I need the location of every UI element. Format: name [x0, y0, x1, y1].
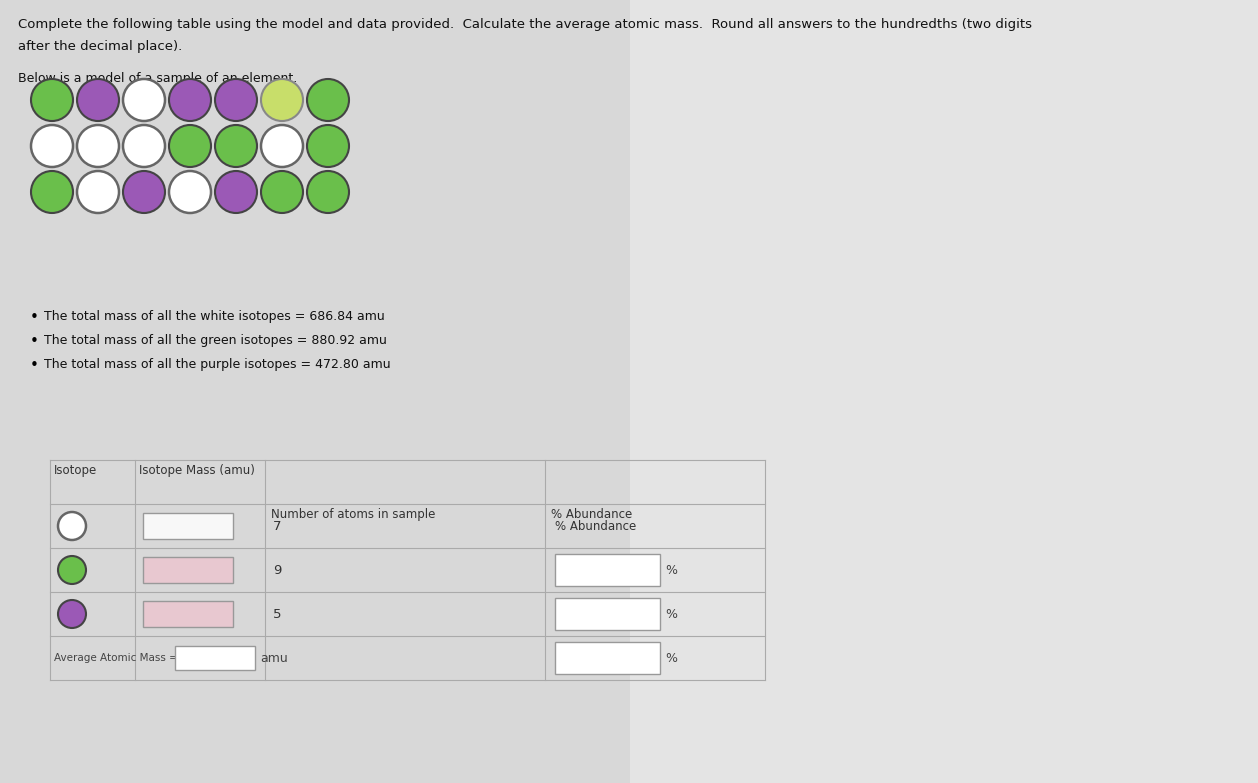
- Text: %: %: [665, 564, 677, 576]
- Circle shape: [77, 125, 120, 167]
- Circle shape: [169, 125, 211, 167]
- Text: after the decimal place).: after the decimal place).: [18, 40, 182, 53]
- Text: %: %: [665, 608, 677, 620]
- Circle shape: [31, 79, 73, 121]
- Text: •: •: [30, 334, 39, 349]
- Circle shape: [215, 171, 257, 213]
- Circle shape: [58, 556, 86, 584]
- Text: Below is a model of a sample of an element.: Below is a model of a sample of an eleme…: [18, 72, 297, 85]
- Circle shape: [260, 171, 303, 213]
- Circle shape: [307, 79, 348, 121]
- Bar: [555, 598, 660, 630]
- Circle shape: [215, 79, 257, 121]
- Circle shape: [307, 125, 348, 167]
- Text: Average Atomic Mass =: Average Atomic Mass =: [54, 653, 177, 663]
- Text: The total mass of all the purple isotopes = 472.80 amu: The total mass of all the purple isotope…: [44, 358, 391, 371]
- Bar: [143, 513, 233, 539]
- Circle shape: [31, 125, 73, 167]
- Text: •: •: [30, 358, 39, 373]
- Circle shape: [123, 125, 165, 167]
- Circle shape: [123, 171, 165, 213]
- Circle shape: [169, 79, 211, 121]
- Text: 9: 9: [273, 564, 282, 576]
- Bar: [555, 554, 660, 586]
- Circle shape: [260, 79, 303, 121]
- Circle shape: [123, 79, 165, 121]
- Circle shape: [31, 171, 73, 213]
- Text: Complete the following table using the model and data provided.  Calculate the a: Complete the following table using the m…: [18, 18, 1032, 31]
- Bar: [555, 642, 660, 674]
- Circle shape: [215, 125, 257, 167]
- Circle shape: [58, 512, 86, 540]
- Bar: [143, 601, 233, 627]
- Circle shape: [307, 171, 348, 213]
- Circle shape: [77, 171, 120, 213]
- Text: amu: amu: [260, 651, 288, 665]
- Text: Number of atoms in sample: Number of atoms in sample: [270, 508, 435, 521]
- Text: Isotope Mass (amu): Isotope Mass (amu): [138, 464, 255, 477]
- Text: •: •: [30, 310, 39, 325]
- Text: 7: 7: [273, 519, 282, 532]
- Bar: [630, 0, 1258, 783]
- Circle shape: [58, 600, 86, 628]
- Bar: [175, 646, 255, 670]
- Circle shape: [169, 171, 211, 213]
- Circle shape: [77, 79, 120, 121]
- Text: % Abundance: % Abundance: [555, 519, 637, 532]
- Text: % Abundance: % Abundance: [551, 508, 633, 521]
- Text: The total mass of all the white isotopes = 686.84 amu: The total mass of all the white isotopes…: [44, 310, 385, 323]
- Text: %: %: [665, 651, 677, 665]
- Text: The total mass of all the green isotopes = 880.92 amu: The total mass of all the green isotopes…: [44, 334, 387, 347]
- Text: Isotope: Isotope: [54, 464, 97, 477]
- Bar: [143, 557, 233, 583]
- Circle shape: [260, 125, 303, 167]
- Text: 5: 5: [273, 608, 282, 620]
